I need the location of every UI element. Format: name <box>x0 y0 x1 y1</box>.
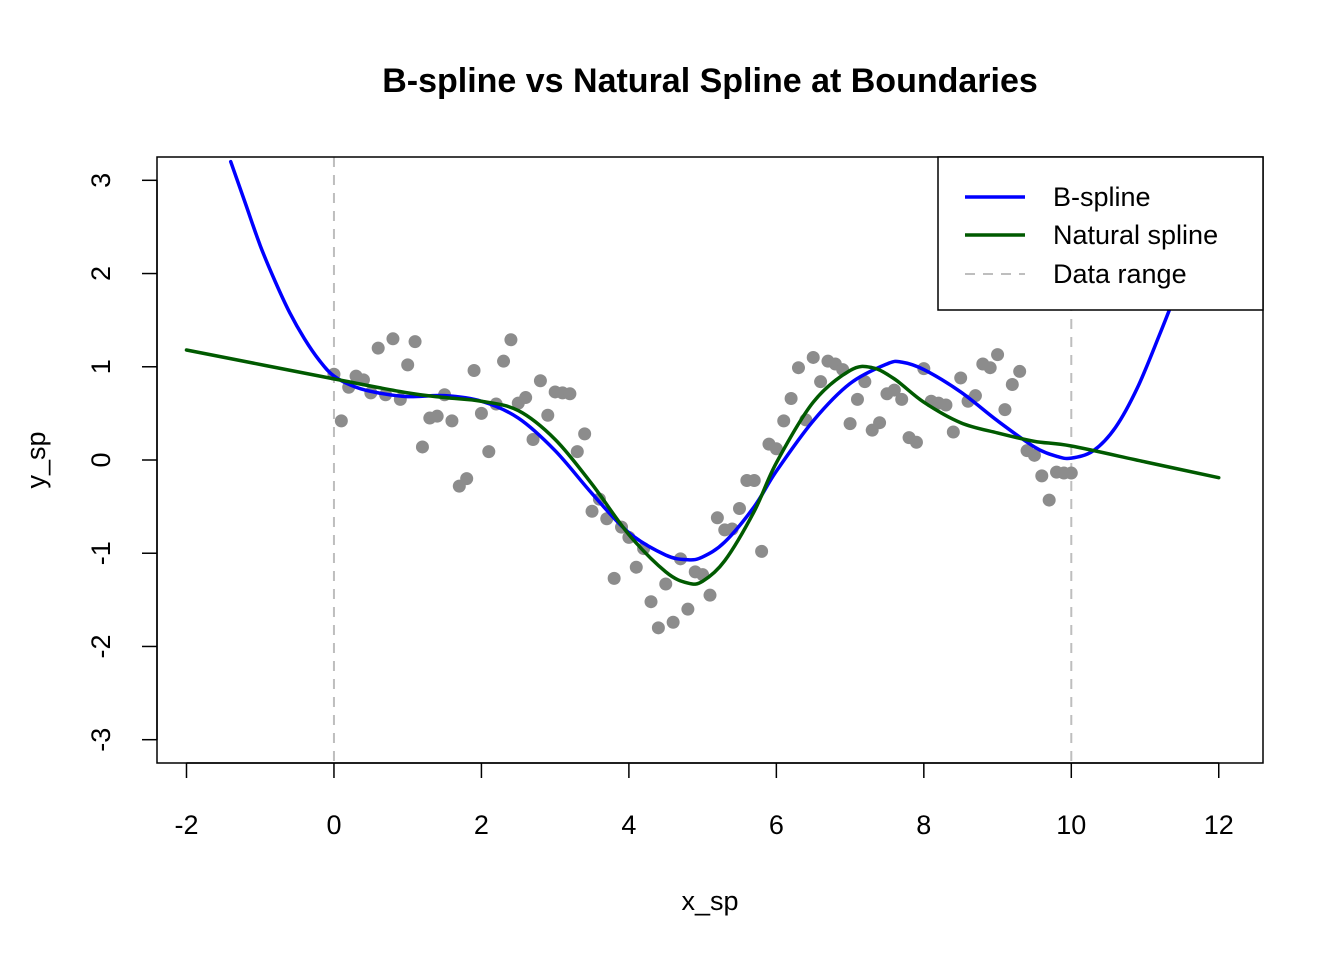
data-point <box>1043 494 1056 507</box>
data-point <box>733 502 746 515</box>
data-point <box>475 407 488 420</box>
y-tick-label: 0 <box>86 452 116 467</box>
data-point <box>645 595 658 608</box>
data-point <box>401 358 414 371</box>
data-point <box>1006 378 1019 391</box>
data-point <box>519 391 532 404</box>
data-point <box>748 474 761 487</box>
y-tick-label: -2 <box>86 634 116 658</box>
data-point <box>578 427 591 440</box>
x-tick-label: 12 <box>1204 810 1234 840</box>
data-point <box>504 333 517 346</box>
data-point <box>409 335 422 348</box>
data-point <box>586 505 599 518</box>
data-point <box>947 426 960 439</box>
data-point <box>541 409 554 422</box>
data-point <box>844 417 857 430</box>
data-point <box>755 545 768 558</box>
x-tick-label: -2 <box>174 810 198 840</box>
legend-label-bspline: B-spline <box>1053 182 1151 212</box>
data-point <box>571 445 584 458</box>
data-point <box>873 416 886 429</box>
data-point <box>792 361 805 374</box>
data-point <box>998 403 1011 416</box>
data-point <box>497 355 510 368</box>
y-tick-label: -1 <box>86 541 116 565</box>
y-tick-label: 1 <box>86 359 116 374</box>
x-axis: -2 0 2 4 6 8 10 12 <box>174 763 1233 840</box>
chart-title: B-spline vs Natural Spline at Boundaries <box>382 62 1038 100</box>
data-point <box>482 445 495 458</box>
data-point <box>416 440 429 453</box>
x-axis-label: x_sp <box>681 886 738 916</box>
data-point <box>681 603 694 616</box>
data-point <box>954 371 967 384</box>
data-point <box>335 414 348 427</box>
data-point <box>563 387 576 400</box>
legend: B-spline Natural spline Data range <box>938 157 1263 310</box>
data-point <box>984 361 997 374</box>
scatter-points <box>327 332 1077 634</box>
data-point <box>1035 469 1048 482</box>
x-tick-label: 4 <box>621 810 636 840</box>
x-tick-label: 0 <box>326 810 341 840</box>
data-point <box>372 342 385 355</box>
data-point <box>431 410 444 423</box>
data-point <box>910 436 923 449</box>
data-point <box>652 621 665 634</box>
y-axis: -3 -2 -1 0 1 2 3 <box>86 173 157 752</box>
y-tick-label: 2 <box>86 266 116 281</box>
data-point <box>630 561 643 574</box>
data-point <box>939 398 952 411</box>
data-point <box>777 414 790 427</box>
y-tick-label: 3 <box>86 173 116 188</box>
data-point <box>659 577 672 590</box>
data-point <box>667 616 680 629</box>
data-point <box>895 393 908 406</box>
data-point <box>468 364 481 377</box>
data-point <box>851 393 864 406</box>
legend-label-data-range: Data range <box>1053 259 1187 289</box>
data-point <box>1065 467 1078 480</box>
data-point <box>814 375 827 388</box>
data-point <box>445 414 458 427</box>
data-point <box>608 572 621 585</box>
data-point <box>460 472 473 485</box>
x-tick-label: 6 <box>769 810 784 840</box>
legend-label-natural: Natural spline <box>1053 220 1218 250</box>
data-point <box>785 392 798 405</box>
data-point <box>1013 365 1026 378</box>
data-point <box>386 332 399 345</box>
x-tick-label: 8 <box>916 810 931 840</box>
data-point <box>807 351 820 364</box>
x-tick-label: 10 <box>1056 810 1086 840</box>
x-tick-label: 2 <box>474 810 489 840</box>
data-point <box>711 511 724 524</box>
data-point <box>991 348 1004 361</box>
data-point <box>534 374 547 387</box>
y-axis-label: y_sp <box>21 431 51 488</box>
y-tick-label: -3 <box>86 728 116 752</box>
data-point <box>704 589 717 602</box>
